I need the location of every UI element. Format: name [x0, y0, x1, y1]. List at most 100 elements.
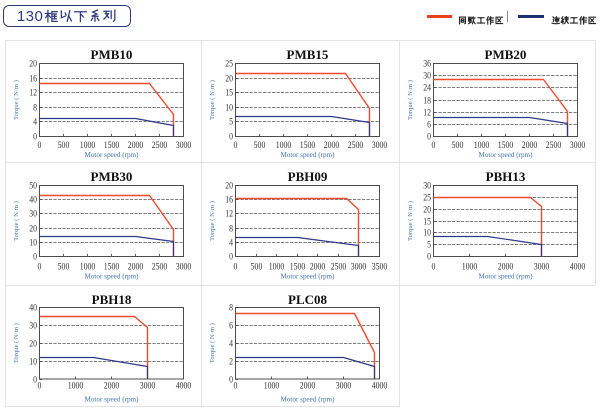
- svg-text:1000: 1000: [80, 141, 96, 151]
- svg-text:1000: 1000: [68, 382, 84, 392]
- svg-text:2500: 2500: [152, 141, 168, 151]
- svg-text:Torque ( N·m ): Torque ( N·m ): [209, 80, 216, 120]
- svg-text:20: 20: [225, 75, 233, 85]
- svg-text:Torque ( N·m ): Torque ( N·m ): [407, 80, 414, 120]
- svg-text:0: 0: [427, 133, 431, 143]
- svg-text:PMB30: PMB30: [91, 169, 133, 184]
- svg-text:2000: 2000: [104, 382, 120, 392]
- svg-text:10: 10: [29, 358, 37, 368]
- svg-text:20: 20: [29, 225, 37, 235]
- svg-text:10: 10: [29, 239, 37, 249]
- svg-text:36: 36: [423, 60, 431, 70]
- svg-text:PMB20: PMB20: [484, 47, 526, 62]
- svg-text:12: 12: [225, 210, 233, 220]
- svg-text:20: 20: [29, 340, 37, 350]
- svg-text:Motor speed (rpm): Motor speed (rpm): [281, 150, 335, 159]
- svg-text:6: 6: [229, 322, 233, 332]
- svg-text:Motor speed (rpm): Motor speed (rpm): [281, 272, 335, 281]
- svg-text:12: 12: [29, 89, 37, 99]
- svg-text:2000: 2000: [521, 141, 537, 151]
- svg-text:1500: 1500: [104, 141, 120, 151]
- svg-text:1500: 1500: [497, 141, 513, 151]
- svg-text:3500: 3500: [372, 263, 388, 273]
- svg-text:1000: 1000: [461, 263, 477, 273]
- svg-text:3000: 3000: [176, 141, 192, 151]
- svg-text:2500: 2500: [348, 141, 364, 151]
- svg-text:5: 5: [427, 241, 431, 251]
- svg-text:PBH09: PBH09: [288, 169, 328, 184]
- svg-text:24: 24: [423, 84, 431, 94]
- svg-text:Torque ( N·m ): Torque ( N·m ): [13, 323, 20, 363]
- svg-text:40: 40: [29, 304, 37, 314]
- svg-text:0: 0: [431, 263, 435, 273]
- svg-text:3000: 3000: [351, 263, 367, 273]
- svg-text:1000: 1000: [473, 141, 489, 151]
- svg-text:Torque ( N·m ): Torque ( N·m ): [209, 323, 216, 363]
- svg-text:PBH18: PBH18: [92, 292, 132, 307]
- svg-text:30: 30: [29, 210, 37, 220]
- svg-text:5: 5: [229, 118, 233, 128]
- svg-text:0: 0: [234, 141, 238, 151]
- svg-text:8: 8: [229, 304, 233, 314]
- svg-text:12: 12: [423, 109, 431, 119]
- svg-text:4: 4: [229, 340, 233, 350]
- svg-text:4000: 4000: [569, 263, 585, 273]
- svg-text:Motor speed (rpm): Motor speed (rpm): [85, 150, 139, 159]
- svg-text:10: 10: [423, 229, 431, 239]
- svg-text:18: 18: [423, 97, 431, 107]
- svg-text:4000: 4000: [176, 382, 192, 392]
- svg-text:10: 10: [225, 104, 233, 114]
- svg-text:0: 0: [38, 141, 42, 151]
- svg-text:0: 0: [38, 382, 42, 392]
- svg-text:40: 40: [29, 196, 37, 206]
- svg-text:PMB15: PMB15: [287, 47, 329, 62]
- svg-text:30: 30: [423, 72, 431, 82]
- svg-text:PMB10: PMB10: [91, 47, 133, 62]
- svg-text:16: 16: [29, 75, 37, 85]
- svg-text:0: 0: [33, 376, 37, 386]
- svg-text:8: 8: [33, 104, 37, 114]
- svg-text:Torque ( N·m ): Torque ( N·m ): [209, 201, 216, 241]
- svg-text:Torque ( N·m ): Torque ( N·m ): [407, 201, 414, 241]
- svg-text:1000: 1000: [264, 382, 280, 392]
- svg-text:3000: 3000: [533, 263, 549, 273]
- svg-text:Motor speed (rpm): Motor speed (rpm): [478, 272, 532, 281]
- svg-text:0: 0: [234, 263, 238, 273]
- svg-text:PLC08: PLC08: [288, 292, 328, 307]
- svg-text:4: 4: [229, 239, 233, 249]
- svg-text:0: 0: [33, 253, 37, 263]
- svg-text:25: 25: [423, 194, 431, 204]
- svg-text:500: 500: [58, 141, 70, 151]
- svg-text:0: 0: [234, 382, 238, 392]
- svg-text:Motor speed (rpm): Motor speed (rpm): [85, 272, 139, 281]
- svg-text:20: 20: [29, 60, 37, 70]
- svg-text:0: 0: [38, 263, 42, 273]
- svg-text:PBH13: PBH13: [485, 169, 525, 184]
- svg-text:500: 500: [251, 263, 263, 273]
- svg-text:3000: 3000: [176, 263, 192, 273]
- svg-text:16: 16: [225, 196, 233, 206]
- svg-text:15: 15: [225, 89, 233, 99]
- svg-text:2000: 2000: [128, 141, 144, 151]
- svg-text:30: 30: [423, 182, 431, 192]
- svg-text:2000: 2000: [300, 382, 316, 392]
- svg-text:500: 500: [58, 263, 70, 273]
- svg-text:6: 6: [427, 121, 431, 131]
- svg-text:1500: 1500: [300, 141, 316, 151]
- svg-text:30: 30: [29, 322, 37, 332]
- svg-text:1000: 1000: [276, 141, 292, 151]
- svg-text:2500: 2500: [545, 141, 561, 151]
- svg-text:50: 50: [29, 182, 37, 192]
- svg-text:500: 500: [451, 141, 463, 151]
- svg-text:0: 0: [431, 141, 435, 151]
- svg-text:4000: 4000: [372, 382, 388, 392]
- svg-text:2000: 2000: [310, 263, 326, 273]
- svg-text:1500: 1500: [104, 263, 120, 273]
- svg-text:3000: 3000: [336, 382, 352, 392]
- svg-text:Torque ( N·m ): Torque ( N·m ): [13, 201, 20, 241]
- svg-text:Motor speed (rpm): Motor speed (rpm): [85, 395, 139, 404]
- svg-text:0: 0: [229, 133, 233, 143]
- svg-text:Motor speed (rpm): Motor speed (rpm): [478, 150, 532, 159]
- svg-text:15: 15: [423, 218, 431, 228]
- svg-text:2500: 2500: [152, 263, 168, 273]
